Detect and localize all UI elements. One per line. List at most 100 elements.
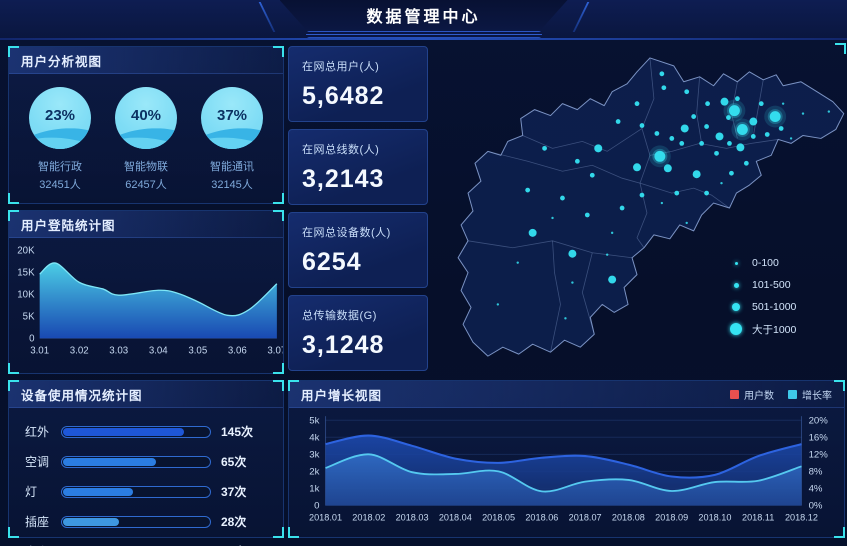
growth-dual-axis-chart[interactable]: 0 0% 1k 4% 2k 8% 3k 12% 4k 16% 5k 20% 2018.01 2018.02… [289,408,838,536]
svg-text:2018.02: 2018.02 [352,513,385,523]
svg-text:2018.11: 2018.11 [742,513,774,523]
stat-value: 5,6482 [302,82,385,110]
svg-text:3.03: 3.03 [109,346,128,357]
device-row-infrared[interactable]: 红外 145次 [25,423,267,440]
gauge-percent: 37% [216,107,248,124]
gauge-count: 32145人 [211,179,253,191]
panel-login-stats: 用户登陆统计图 0 5K 10K 15K 20K 3.01 3.02 3.03 3.04 3.05… [8,210,286,374]
bar-fill [63,487,133,496]
gauge-percent: 23% [44,107,76,124]
svg-text:20%: 20% [809,415,829,426]
bubble-size-icon [733,282,739,288]
growth-axis-labels: 0 0% 1k 4% 2k 8% 3k 12% 4k 16% 5k 20% 2018.01 2018.02… [309,415,828,522]
growth-rate-area-series [325,454,802,506]
panel-login-stats-header: 用户登陆统计图 [9,211,283,238]
svg-text:2018.09: 2018.09 [655,513,688,523]
svg-text:2018.04: 2018.04 [439,513,472,523]
map-legend-row: 501-1000 [728,300,796,314]
svg-text:5K: 5K [23,311,35,322]
map-legend-row: 大于1000 [728,322,796,336]
liquid-gauge-circle: 37% [201,87,263,149]
svg-text:5k: 5k [309,415,319,426]
gauge-label: 智能行政 [38,161,82,173]
svg-text:2018.10: 2018.10 [698,513,731,523]
bar-fill [63,427,185,436]
device-label: 灯 [25,485,38,499]
region-bubble-map[interactable]: 0-100 101-500 501-1000 大于1000 [432,43,846,376]
svg-text:3k: 3k [309,449,319,460]
device-usage-bars: 红外 145次 空调 65次 灯 37次 插座 28次 窗帘 [9,408,283,546]
gauge-count: 62457人 [125,179,167,191]
panel-user-growth: 用户增长视图 用户数 增长率 [288,380,845,538]
svg-text:0: 0 [314,501,319,512]
stat-card-total-data: 总传输数据(G) 3,1248 [288,295,428,371]
legend-item-users[interactable]: 用户数 [730,387,774,402]
device-row-aircon[interactable]: 空调 65次 [25,453,267,470]
stat-card-total-lines: 在网总线数(人) 3,2143 [288,129,428,205]
device-value: 28次 [221,515,247,529]
gauge-iot[interactable]: 40% 智能物联 62457人 [106,87,186,192]
header-left-slash-decoration [258,2,275,32]
bar-track [61,515,211,528]
map-region-outline [457,57,845,357]
legend-item-growth-rate[interactable]: 增长率 [788,387,832,402]
svg-text:20K: 20K [17,245,35,256]
gauge-count: 32451人 [39,179,81,191]
device-row-socket[interactable]: 插座 28次 [25,513,267,530]
svg-text:3.07: 3.07 [267,346,283,357]
login-area-chart[interactable]: 0 5K 10K 15K 20K 3.01 3.02 3.03 3.04 3.05 3.06 3.07 [9,238,286,373]
panel-device-usage: 设备使用情况统计图 红外 145次 空调 65次 灯 37次 插座 28次 [8,380,284,546]
svg-text:3.01: 3.01 [30,346,49,357]
bubble-size-icon [732,303,740,311]
legend-swatch-red [730,389,739,399]
stat-label: 在网总设备数(人) [302,227,391,239]
svg-text:16%: 16% [809,432,829,443]
svg-text:2018.05: 2018.05 [482,513,515,523]
map-district-borders [467,57,779,353]
device-label: 红外 [25,425,50,439]
device-label: 空调 [25,455,50,469]
gauge-percent: 40% [130,107,162,124]
header-bar: 数据管理中心 [0,0,847,40]
liquid-gauge-circle: 40% [115,87,177,149]
header-right-slash-decoration [572,2,589,32]
device-label: 插座 [25,515,50,529]
svg-text:2018.12: 2018.12 [785,513,818,523]
device-value: 145次 [221,425,254,439]
stat-label: 总传输数据(G) [302,310,377,322]
gauge-label: 智能通讯 [210,161,254,173]
bar-track [61,455,211,468]
gauge-comm[interactable]: 37% 智能通讯 32145人 [192,87,272,192]
panel-user-growth-title: 用户增长视图 [301,388,383,403]
stat-card-total-devices: 在网总设备数(人) 6254 [288,212,428,288]
device-row-light[interactable]: 灯 37次 [25,483,267,500]
map-bubbles [496,71,831,320]
map-legend: 0-100 101-500 501-1000 大于1000 [728,256,796,344]
gauge-admin[interactable]: 23% 智能行政 32451人 [20,87,100,192]
device-value: 65次 [221,455,247,469]
map-legend-row: 0-100 [728,256,796,270]
svg-text:1k: 1k [309,483,319,494]
svg-text:2018.07: 2018.07 [569,513,602,523]
users-line-series [325,434,802,479]
kpi-column: 在网总用户(人) 5,6482 在网总线数(人) 3,2143 在网总设备数(人… [288,46,428,378]
svg-text:2018.06: 2018.06 [525,513,558,523]
svg-text:0: 0 [29,333,35,344]
header-title-underline-decoration [305,31,542,38]
liquid-gauge-circle: 23% [29,87,91,149]
bar-fill [63,517,120,526]
map-legend-row: 101-500 [728,278,796,292]
svg-text:8%: 8% [809,466,823,477]
bubble-size-icon [730,323,742,335]
login-line-series [39,262,278,317]
stat-value: 6254 [302,248,362,276]
svg-text:3.06: 3.06 [228,346,247,357]
stat-label: 在网总用户(人) [302,61,380,73]
header-title-plate: 数据管理中心 [279,0,568,29]
bar-track [61,485,211,498]
svg-text:2k: 2k [309,466,319,477]
stat-label: 在网总线数(人) [302,144,380,156]
svg-text:2018.03: 2018.03 [396,513,429,523]
growth-chart-legend: 用户数 增长率 [730,387,832,402]
bar-track [61,425,211,438]
